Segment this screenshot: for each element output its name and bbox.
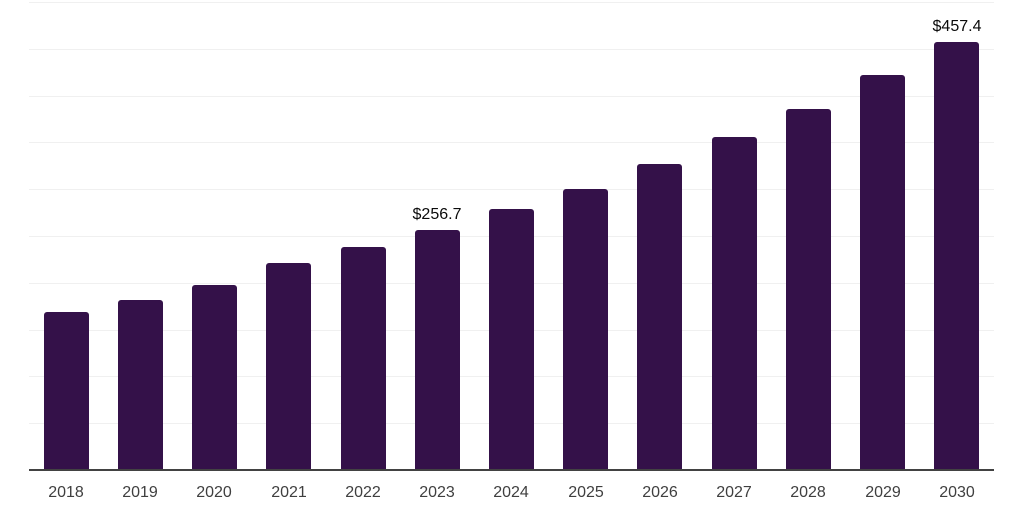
gridline [29,49,994,50]
bar-2019[interactable] [118,300,163,470]
x-tick-label-2029: 2029 [865,484,901,501]
gridline [29,142,994,143]
x-tick-label-2022: 2022 [345,484,381,501]
bar-2020[interactable] [192,285,237,470]
bar-2018[interactable] [44,312,89,470]
gridline [29,2,994,3]
bar-value-label-2023: $256.7 [412,206,462,223]
x-tick-label-2027: 2027 [716,484,752,501]
bar-2029[interactable] [860,75,905,470]
x-tick-label-2021: 2021 [271,484,307,501]
x-axis-line [29,469,994,471]
bar-2025[interactable] [563,189,608,470]
bar-value-label-2030: $457.4 [932,18,982,35]
gridline [29,189,994,190]
bar-2023[interactable] [415,230,460,470]
x-tick-label-2018: 2018 [48,484,84,501]
bar-2027[interactable] [712,137,757,470]
x-tick-label-2019: 2019 [122,484,158,501]
bar-2030[interactable] [934,42,979,470]
x-tick-label-2023: 2023 [419,484,455,501]
x-tick-label-2030: 2030 [939,484,975,501]
bar-2026[interactable] [637,164,682,470]
x-tick-label-2026: 2026 [642,484,678,501]
x-tick-label-2024: 2024 [493,484,529,501]
x-tick-label-2020: 2020 [196,484,232,501]
bar-2024[interactable] [489,209,534,470]
x-tick-label-2028: 2028 [790,484,826,501]
bar-2028[interactable] [786,109,831,470]
gridline [29,96,994,97]
bar-2022[interactable] [341,247,386,470]
x-tick-label-2025: 2025 [568,484,604,501]
bar-2021[interactable] [266,263,311,470]
